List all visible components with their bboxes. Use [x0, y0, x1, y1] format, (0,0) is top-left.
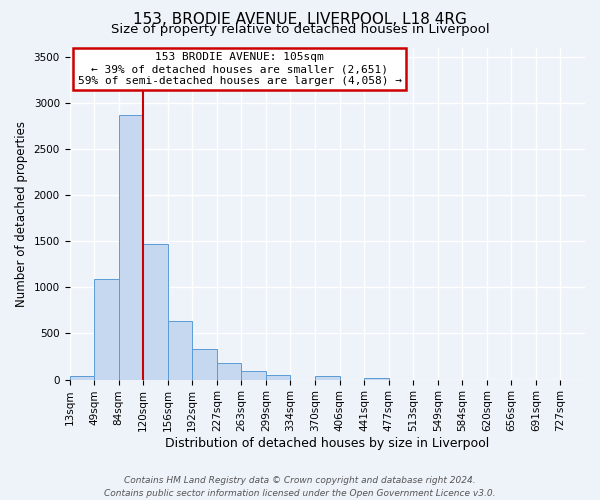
- Bar: [168, 322, 192, 380]
- Bar: [192, 349, 217, 380]
- Bar: [217, 362, 241, 380]
- Bar: [364, 378, 389, 380]
- Bar: [315, 376, 340, 380]
- Bar: [94, 279, 119, 380]
- X-axis label: Distribution of detached houses by size in Liverpool: Distribution of detached houses by size …: [165, 437, 490, 450]
- Y-axis label: Number of detached properties: Number of detached properties: [15, 120, 28, 306]
- Text: 153 BRODIE AVENUE: 105sqm
← 39% of detached houses are smaller (2,651)
59% of se: 153 BRODIE AVENUE: 105sqm ← 39% of detac…: [77, 52, 401, 86]
- Bar: [266, 374, 290, 380]
- Text: 153, BRODIE AVENUE, LIVERPOOL, L18 4RG: 153, BRODIE AVENUE, LIVERPOOL, L18 4RG: [133, 12, 467, 28]
- Bar: [143, 244, 168, 380]
- Text: Contains HM Land Registry data © Crown copyright and database right 2024.
Contai: Contains HM Land Registry data © Crown c…: [104, 476, 496, 498]
- Text: Size of property relative to detached houses in Liverpool: Size of property relative to detached ho…: [110, 22, 490, 36]
- Bar: [241, 371, 266, 380]
- Bar: [119, 115, 143, 380]
- Bar: [70, 376, 94, 380]
